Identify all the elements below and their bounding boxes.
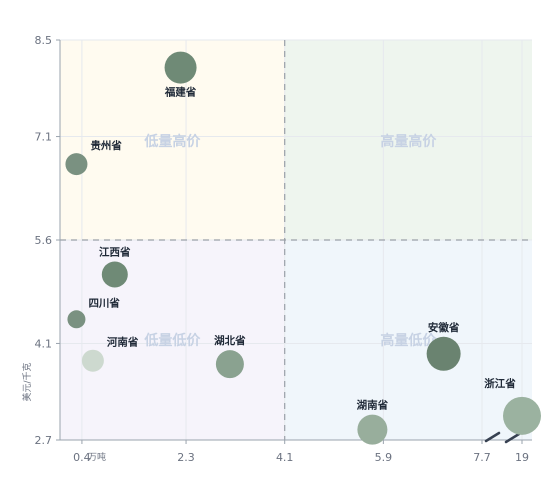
point-label: 安徽省: [428, 321, 460, 334]
data-point: [215, 350, 244, 379]
axis-break-mark: [504, 432, 521, 444]
point-label: 湖北省: [214, 334, 246, 347]
x-tick-label: 7.7: [473, 451, 491, 464]
data-point: [357, 414, 388, 445]
quadrant-bg-low-volume-low-price: [60, 240, 285, 440]
quadrant-bg-high-volume-low-price: [284, 240, 532, 440]
quadrant-label-low-volume-low-price: 低量低价: [143, 332, 201, 349]
point-label: 福建省: [164, 86, 197, 99]
y-axis-label: 美元/千克: [21, 362, 33, 401]
data-point: [67, 310, 86, 329]
data-point: [65, 153, 88, 176]
x-tick-label: 5.9: [375, 451, 393, 464]
point-label: 河南省: [107, 336, 139, 349]
y-tick-label: 8.5: [35, 34, 53, 47]
data-point: [101, 261, 128, 288]
data-point: [164, 51, 197, 84]
axis-break-mark: [484, 431, 501, 443]
data-point: [81, 349, 104, 372]
y-tick-label: 4.1: [35, 337, 53, 350]
quadrant-label-high-volume-high-price: 高量高价: [380, 133, 437, 150]
quadrant-label-low-volume-high-price: 低量高价: [143, 133, 201, 150]
x-tick-label: 4.1: [276, 451, 294, 464]
y-tick-label: 2.7: [35, 434, 53, 447]
x-tick-label: 19: [515, 451, 529, 464]
point-label: 江西省: [99, 245, 131, 258]
point-label: 湖南省: [357, 399, 389, 412]
x-tick-label: 0.4: [73, 451, 91, 464]
y-tick-label: 5.6: [35, 234, 53, 247]
data-point: [426, 336, 461, 371]
x-tick-label: 2.3: [177, 451, 195, 464]
data-point: [503, 396, 541, 435]
point-label: 浙江省: [484, 377, 516, 390]
quadrant-bg-high-volume-high-price: [284, 40, 532, 240]
quadrant-label-high-volume-low-price: 高量低价: [380, 332, 437, 349]
point-label: 贵州省: [90, 139, 122, 152]
point-label: 四川省: [88, 296, 120, 309]
x-axis-unit: 万吨: [88, 451, 106, 463]
y-tick-label: 7.1: [35, 131, 53, 144]
